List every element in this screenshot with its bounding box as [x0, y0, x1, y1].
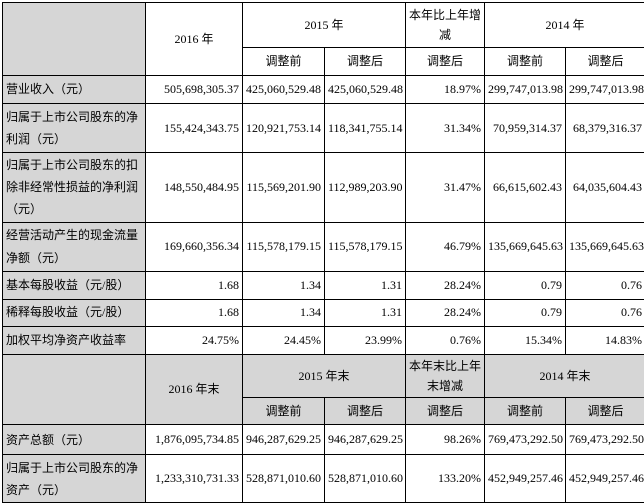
subheader-2014-end-before: 调整前 [485, 398, 566, 425]
cell-value: 425,060,529.48 [325, 76, 406, 104]
cell-value: 64,035,604.43 [566, 153, 644, 223]
table-row-net-profit-excl-nonrecurring: 归属于上市公司股东的扣除非经常性损益的净利润（元） 148,550,484.95… [3, 153, 644, 223]
cell-value: 31.34% [406, 104, 485, 153]
cell-value: 769,473,292.50 [566, 425, 644, 455]
cell-value: 1.34 [243, 299, 325, 326]
cell-value: 135,669,645.63 [566, 222, 644, 271]
row-label: 经营活动产生的现金流量净额（元） [3, 222, 146, 271]
col-header-2014: 2014 年 [485, 3, 644, 48]
row-label: 归属于上市公司股东的扣除非经常性损益的净利润（元） [3, 153, 146, 223]
col-header-yoy-change: 本年比上年增减 [406, 3, 485, 48]
subheader-change-after: 调整后 [406, 48, 485, 76]
cell-value: 112,989,203.90 [325, 153, 406, 223]
cell-value: 1.68 [146, 299, 243, 326]
table-row-net-profit: 归属于上市公司股东的净利润（元） 155,424,343.75 120,921,… [3, 104, 644, 153]
cell-value: 118,341,755.14 [325, 104, 406, 153]
corner-cell-annual [3, 3, 146, 76]
subheader-2015-end-after: 调整后 [325, 398, 406, 425]
cell-value: 135,669,645.63 [485, 222, 566, 271]
table-row-basic-eps: 基本每股收益（元/股） 1.68 1.34 1.31 28.24% 0.79 0… [3, 271, 644, 299]
table-row-operating-revenue: 营业收入（元） 505,698,305.37 425,060,529.48 42… [3, 76, 644, 104]
row-label: 稀释每股收益（元/股） [3, 299, 146, 326]
cell-value: 133.20% [406, 455, 485, 503]
cell-value: 0.76 [566, 271, 644, 299]
cell-value: 15.34% [485, 326, 566, 354]
cell-value: 31.47% [406, 153, 485, 223]
corner-cell-period-end [3, 354, 146, 425]
cell-value: 115,578,179.15 [243, 222, 325, 271]
subheader-2015-after: 调整后 [325, 48, 406, 76]
cell-value: 528,871,010.60 [243, 455, 325, 503]
cell-value: 299,747,013.98 [566, 76, 644, 104]
subheader-end-change-after: 调整后 [406, 398, 485, 425]
cell-value: 1.34 [243, 271, 325, 299]
cell-value: 66,615,602.43 [485, 153, 566, 223]
row-label: 归属于上市公司股东的净利润（元） [3, 104, 146, 153]
cell-value: 452,949,257.46 [485, 455, 566, 503]
subheader-2015-before: 调整前 [243, 48, 325, 76]
subheader-2015-end-before: 调整前 [243, 398, 325, 425]
cell-value: 425,060,529.48 [243, 76, 325, 104]
col-header-2014-end: 2014 年末 [485, 354, 644, 398]
cell-value: 769,473,292.50 [485, 425, 566, 455]
cell-value: 528,871,010.60 [325, 455, 406, 503]
cell-value: 18.97% [406, 76, 485, 104]
col-header-2015: 2015 年 [243, 3, 406, 48]
cell-value: 0.79 [485, 299, 566, 326]
table-row-weighted-avg-roe: 加权平均净资产收益率 24.75% 24.45% 23.99% 0.76% 15… [3, 326, 644, 354]
cell-value: 946,287,629.25 [243, 425, 325, 455]
table-row-net-assets: 归属于上市公司股东的净资产（元） 1,233,310,731.33 528,87… [3, 455, 644, 503]
row-label: 基本每股收益（元/股） [3, 271, 146, 299]
cell-value: 169,660,356.34 [146, 222, 243, 271]
header-row-years-period-end: 2016 年末 2015 年末 本年末比上年末增减 2014 年末 [3, 354, 644, 398]
cell-value: 115,578,179.15 [325, 222, 406, 271]
table-row-diluted-eps: 稀释每股收益（元/股） 1.68 1.34 1.31 28.24% 0.79 0… [3, 299, 644, 326]
cell-value: 1,876,095,734.85 [146, 425, 243, 455]
cell-value: 1.31 [325, 271, 406, 299]
cell-value: 24.75% [146, 326, 243, 354]
cell-value: 0.76% [406, 326, 485, 354]
cell-value: 23.99% [325, 326, 406, 354]
table-row-total-assets: 资产总额（元） 1,876,095,734.85 946,287,629.25 … [3, 425, 644, 455]
cell-value: 1,233,310,731.33 [146, 455, 243, 503]
cell-value: 299,747,013.98 [485, 76, 566, 104]
subheader-2014-after: 调整后 [566, 48, 644, 76]
subheader-2014-end-after: 调整后 [566, 398, 644, 425]
cell-value: 28.24% [406, 271, 485, 299]
row-label: 归属于上市公司股东的净资产（元） [3, 455, 146, 503]
cell-value: 98.26% [406, 425, 485, 455]
cell-value: 14.83% [566, 326, 644, 354]
cell-value: 0.76 [566, 299, 644, 326]
cell-value: 0.79 [485, 271, 566, 299]
cell-value: 1.68 [146, 271, 243, 299]
table-row-operating-cash-flow: 经营活动产生的现金流量净额（元） 169,660,356.34 115,578,… [3, 222, 644, 271]
cell-value: 452,949,257.46 [566, 455, 644, 503]
col-header-2016: 2016 年 [146, 3, 243, 76]
col-header-2016-end: 2016 年末 [146, 354, 243, 425]
cell-value: 24.45% [243, 326, 325, 354]
cell-value: 115,569,201.90 [243, 153, 325, 223]
cell-value: 1.31 [325, 299, 406, 326]
cell-value: 68,379,316.37 [566, 104, 644, 153]
cell-value: 28.24% [406, 299, 485, 326]
cell-value: 70,959,314.37 [485, 104, 566, 153]
cell-value: 46.79% [406, 222, 485, 271]
cell-value: 148,550,484.95 [146, 153, 243, 223]
cell-value: 946,287,629.25 [325, 425, 406, 455]
col-header-2015-end: 2015 年末 [243, 354, 406, 398]
subheader-2014-before: 调整前 [485, 48, 566, 76]
row-label: 营业收入（元） [3, 76, 146, 104]
cell-value: 155,424,343.75 [146, 104, 243, 153]
cell-value: 505,698,305.37 [146, 76, 243, 104]
cell-value: 120,921,753.14 [243, 104, 325, 153]
row-label: 加权平均净资产收益率 [3, 326, 146, 354]
row-label: 资产总额（元） [3, 425, 146, 455]
col-header-end-change: 本年末比上年末增减 [406, 354, 485, 398]
header-row-years-annual: 2016 年 2015 年 本年比上年增减 2014 年 [3, 3, 644, 48]
